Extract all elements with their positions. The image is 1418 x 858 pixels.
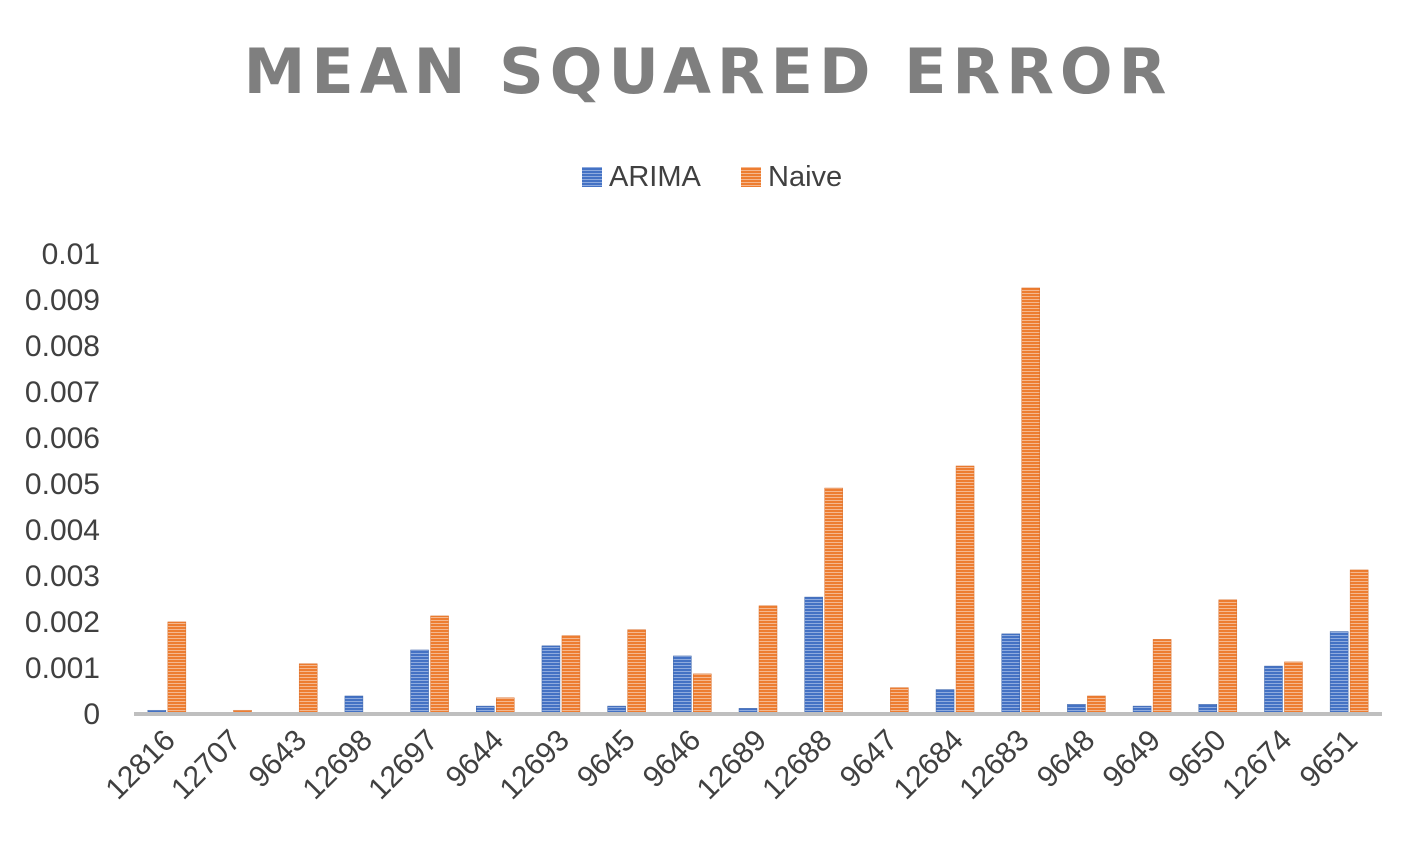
- bar-naive-12674: [1284, 661, 1303, 714]
- x-tick-label: 12707: [165, 724, 247, 806]
- bar-arima-9651: [1329, 631, 1349, 714]
- bar-naive-12684: [955, 465, 975, 714]
- x-tick-label: 12684: [888, 724, 970, 806]
- bar-arima-9649: [1132, 705, 1152, 714]
- x-tick-label: 12688: [756, 724, 838, 806]
- x-tick-label: 12697: [362, 724, 444, 806]
- legend-swatch-naive: [741, 167, 761, 187]
- x-tick-label: 9649: [1097, 724, 1168, 795]
- x-tick-label: 12698: [297, 724, 379, 806]
- bar-arima-12693: [541, 645, 561, 714]
- y-tick-label: 0.002: [25, 606, 100, 639]
- y-tick-label: 0.003: [25, 560, 100, 593]
- y-tick-label: 0: [83, 698, 100, 731]
- chart-title: MEAN SQUARED ERROR: [244, 35, 1173, 108]
- bar-naive-9643: [298, 663, 318, 714]
- y-axis-ticks: 0 0.001 0.002 0.003 0.004 0.005 0.006 0.007 0.00…: [25, 238, 100, 731]
- x-tick-label: 9648: [1031, 724, 1102, 795]
- bar-arima-9644: [476, 705, 495, 714]
- bar-naive-9648: [1087, 695, 1106, 714]
- bar-arima-12688: [804, 596, 823, 714]
- bar-naive-9647: [890, 687, 909, 714]
- bar-naive-12689: [758, 605, 778, 714]
- x-tick-label: 12689: [691, 724, 773, 806]
- x-axis-ticks: 1281612707964312698126979644126939645964…: [99, 724, 1364, 806]
- legend-label-naive: Naive: [768, 161, 842, 193]
- bar-naive-9644: [496, 697, 515, 714]
- bar-naive-9650: [1218, 599, 1238, 714]
- y-tick-label: 0.007: [25, 376, 100, 409]
- bar-arima-12683: [1001, 633, 1020, 714]
- y-tick-label: 0.006: [25, 422, 100, 455]
- bar-naive-9645: [627, 629, 646, 714]
- y-tick-label: 0.004: [25, 514, 100, 547]
- bar-arima-12698: [344, 695, 364, 714]
- bar-naive-12688: [824, 487, 843, 714]
- bar-arima-9650: [1198, 704, 1218, 714]
- legend-label-arima: ARIMA: [609, 161, 702, 193]
- y-tick-label: 0.001: [25, 652, 100, 685]
- legend-swatch-arima: [582, 167, 602, 187]
- bar-arima-12684: [935, 689, 955, 714]
- x-tick-label: 12674: [1216, 724, 1298, 806]
- bar-naive-9651: [1349, 569, 1369, 714]
- bar-arima-9648: [1067, 704, 1086, 714]
- bar-naive-9646: [693, 673, 712, 714]
- bar-naive-12693: [561, 635, 581, 714]
- bar-arima-12697: [410, 649, 429, 714]
- bar-arima-9645: [607, 705, 626, 714]
- bar-naive-12816: [167, 621, 187, 714]
- y-tick-label: 0.01: [42, 238, 100, 271]
- bar-naive-12683: [1021, 287, 1040, 714]
- bar-naive-12697: [430, 615, 449, 714]
- bar-arima-12674: [1264, 665, 1283, 714]
- bar-naive-9649: [1152, 639, 1172, 714]
- x-tick-label: 12693: [494, 724, 576, 806]
- y-tick-label: 0.005: [25, 468, 100, 501]
- x-tick-label: 12816: [99, 724, 181, 806]
- x-tick-label: 9645: [571, 724, 642, 795]
- y-tick-label: 0.008: [25, 330, 100, 363]
- legend: ARIMA Naive: [582, 161, 842, 193]
- bars: [147, 287, 1369, 714]
- x-tick-label: 9651: [1294, 724, 1365, 795]
- y-tick-label: 0.009: [25, 284, 100, 317]
- x-tick-label: 12683: [953, 724, 1035, 806]
- bar-arima-9646: [673, 655, 692, 714]
